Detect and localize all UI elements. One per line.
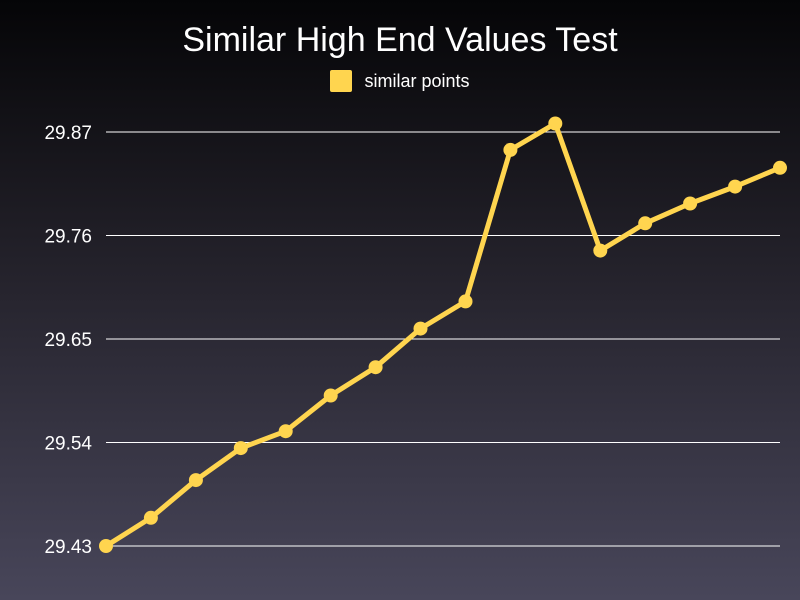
legend-label: similar points xyxy=(364,70,470,91)
y-tick-label-2: 29.65 xyxy=(44,330,92,351)
data-point-4 xyxy=(278,424,293,439)
data-point-14 xyxy=(728,179,743,194)
data-point-15 xyxy=(773,160,787,175)
data-point-3 xyxy=(233,441,248,456)
legend-swatch xyxy=(330,70,353,92)
data-point-9 xyxy=(503,142,518,157)
chart-title: Similar High End Values Test xyxy=(182,21,618,59)
y-axis-ticks: 29.43 29.54 29.65 29.76 29.87 xyxy=(44,123,92,558)
data-point-7 xyxy=(413,321,428,336)
series-layer xyxy=(99,116,787,553)
data-point-6 xyxy=(368,360,383,375)
data-point-2 xyxy=(188,473,203,488)
series-line xyxy=(103,121,783,549)
data-point-13 xyxy=(683,196,698,211)
gridlines xyxy=(106,131,780,547)
y-tick-label-0: 29.43 xyxy=(44,537,92,558)
y-tick-label-3: 29.76 xyxy=(44,227,92,248)
legend: similar points xyxy=(0,70,800,92)
data-point-11 xyxy=(593,243,608,258)
data-point-12 xyxy=(638,216,653,231)
data-point-1 xyxy=(143,510,158,525)
data-point-8 xyxy=(458,294,473,309)
data-point-10 xyxy=(548,116,563,131)
data-point-5 xyxy=(323,388,338,403)
y-tick-label-1: 29.54 xyxy=(44,434,92,455)
y-tick-label-4: 29.87 xyxy=(44,123,92,144)
data-point-0 xyxy=(99,539,113,553)
